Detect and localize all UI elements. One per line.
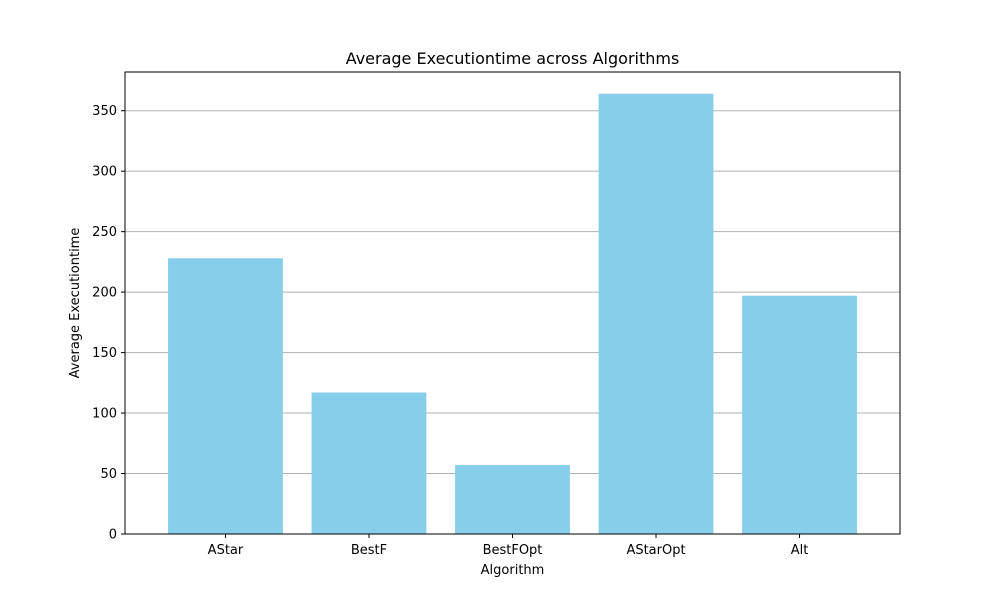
bar-bestfopt <box>455 465 570 534</box>
y-tick-label: 200 <box>92 286 117 301</box>
x-axis-label: Algorithm <box>481 563 545 578</box>
x-tick-label: AStarOpt <box>626 543 685 558</box>
chart-title: Average Executiontime across Algorithms <box>346 49 680 68</box>
x-axis-ticks: AStar BestF BestFOpt AStarOpt Alt <box>208 534 809 558</box>
y-tick-label: 0 <box>109 528 117 543</box>
y-tick-label: 100 <box>92 407 117 422</box>
bar-alt <box>742 295 857 534</box>
bar-astaropt <box>598 93 714 535</box>
y-tick-label: 250 <box>92 225 117 240</box>
y-tick-label: 50 <box>100 467 117 482</box>
y-tick-label: 300 <box>92 165 117 180</box>
x-tick-label: AStar <box>208 543 244 558</box>
bar-astar <box>168 258 283 534</box>
x-tick-label: BestFOpt <box>483 543 543 558</box>
bars <box>168 93 857 535</box>
x-tick-label: BestF <box>351 543 387 558</box>
y-axis-ticks: 0 50 100 150 200 250 300 350 <box>92 104 125 543</box>
bar-bestf <box>311 392 427 534</box>
y-axis-label: Average Executiontime <box>68 228 83 379</box>
x-tick-label: Alt <box>791 543 809 558</box>
y-tick-label: 350 <box>92 104 117 119</box>
y-tick-label: 150 <box>92 346 117 361</box>
